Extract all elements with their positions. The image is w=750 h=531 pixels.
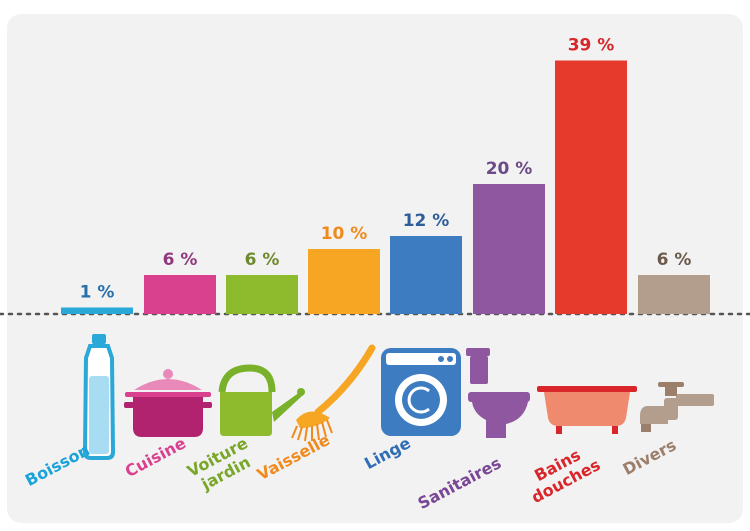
cooking-pot-icon xyxy=(124,369,212,437)
bottle-icon xyxy=(82,334,116,460)
value-label-bains-douches: 39 % xyxy=(568,36,615,56)
category-label-cuisine: Cuisine xyxy=(122,433,189,481)
bar-sanitaires xyxy=(473,184,545,314)
category-label-sanitaires: Sanitaires xyxy=(415,453,505,513)
category-label-divers: Divers xyxy=(620,435,680,479)
category-label-vaisselle: Vaisselle xyxy=(254,430,333,484)
value-label-boisson: 1 % xyxy=(80,283,115,303)
bar-boisson xyxy=(61,307,133,314)
icons-group xyxy=(82,334,714,460)
value-label-vaisselle: 10 % xyxy=(321,224,368,244)
category-label-voiture-jardin: Voiturejardin xyxy=(184,433,260,497)
toilet-icon xyxy=(466,348,530,438)
bar-divers xyxy=(638,275,710,314)
value-labels-group: 1 % 6 % 6 % 10 % 12 % 20 % 39 % 6 % xyxy=(80,36,692,303)
value-label-divers: 6 % xyxy=(657,250,692,270)
category-label-linge: Linge xyxy=(361,433,414,473)
faucet-icon xyxy=(640,382,714,432)
watering-can-icon xyxy=(218,364,305,436)
value-label-linge: 12 % xyxy=(403,211,450,231)
bar-voiture-jardin xyxy=(226,275,298,314)
bathtub-icon xyxy=(537,386,637,434)
bar-cuisine xyxy=(144,275,216,314)
bars-group xyxy=(61,60,710,314)
value-label-voiture-jardin: 6 % xyxy=(245,250,280,270)
value-label-cuisine: 6 % xyxy=(163,250,198,270)
category-label-bains-douches: Bainsdouches xyxy=(520,439,604,507)
dish-brush-icon xyxy=(291,344,376,442)
category-label-boisson: Boisson xyxy=(22,440,93,490)
bar-bains-douches xyxy=(555,60,627,314)
bar-vaisselle xyxy=(308,249,380,314)
value-label-sanitaires: 20 % xyxy=(486,159,533,179)
washing-machine-icon xyxy=(381,348,461,436)
bar-linge xyxy=(390,236,462,314)
